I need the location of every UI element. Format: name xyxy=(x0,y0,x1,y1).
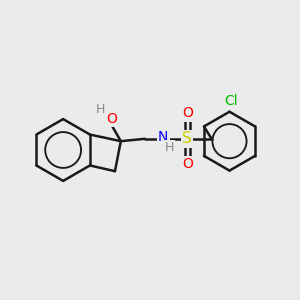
Text: H: H xyxy=(95,103,105,116)
Text: O: O xyxy=(182,106,193,121)
Text: O: O xyxy=(106,112,117,126)
Text: Cl: Cl xyxy=(224,94,238,108)
Text: S: S xyxy=(182,131,192,146)
Text: O: O xyxy=(182,157,193,171)
Text: N: N xyxy=(158,130,168,144)
Text: H: H xyxy=(165,141,174,154)
